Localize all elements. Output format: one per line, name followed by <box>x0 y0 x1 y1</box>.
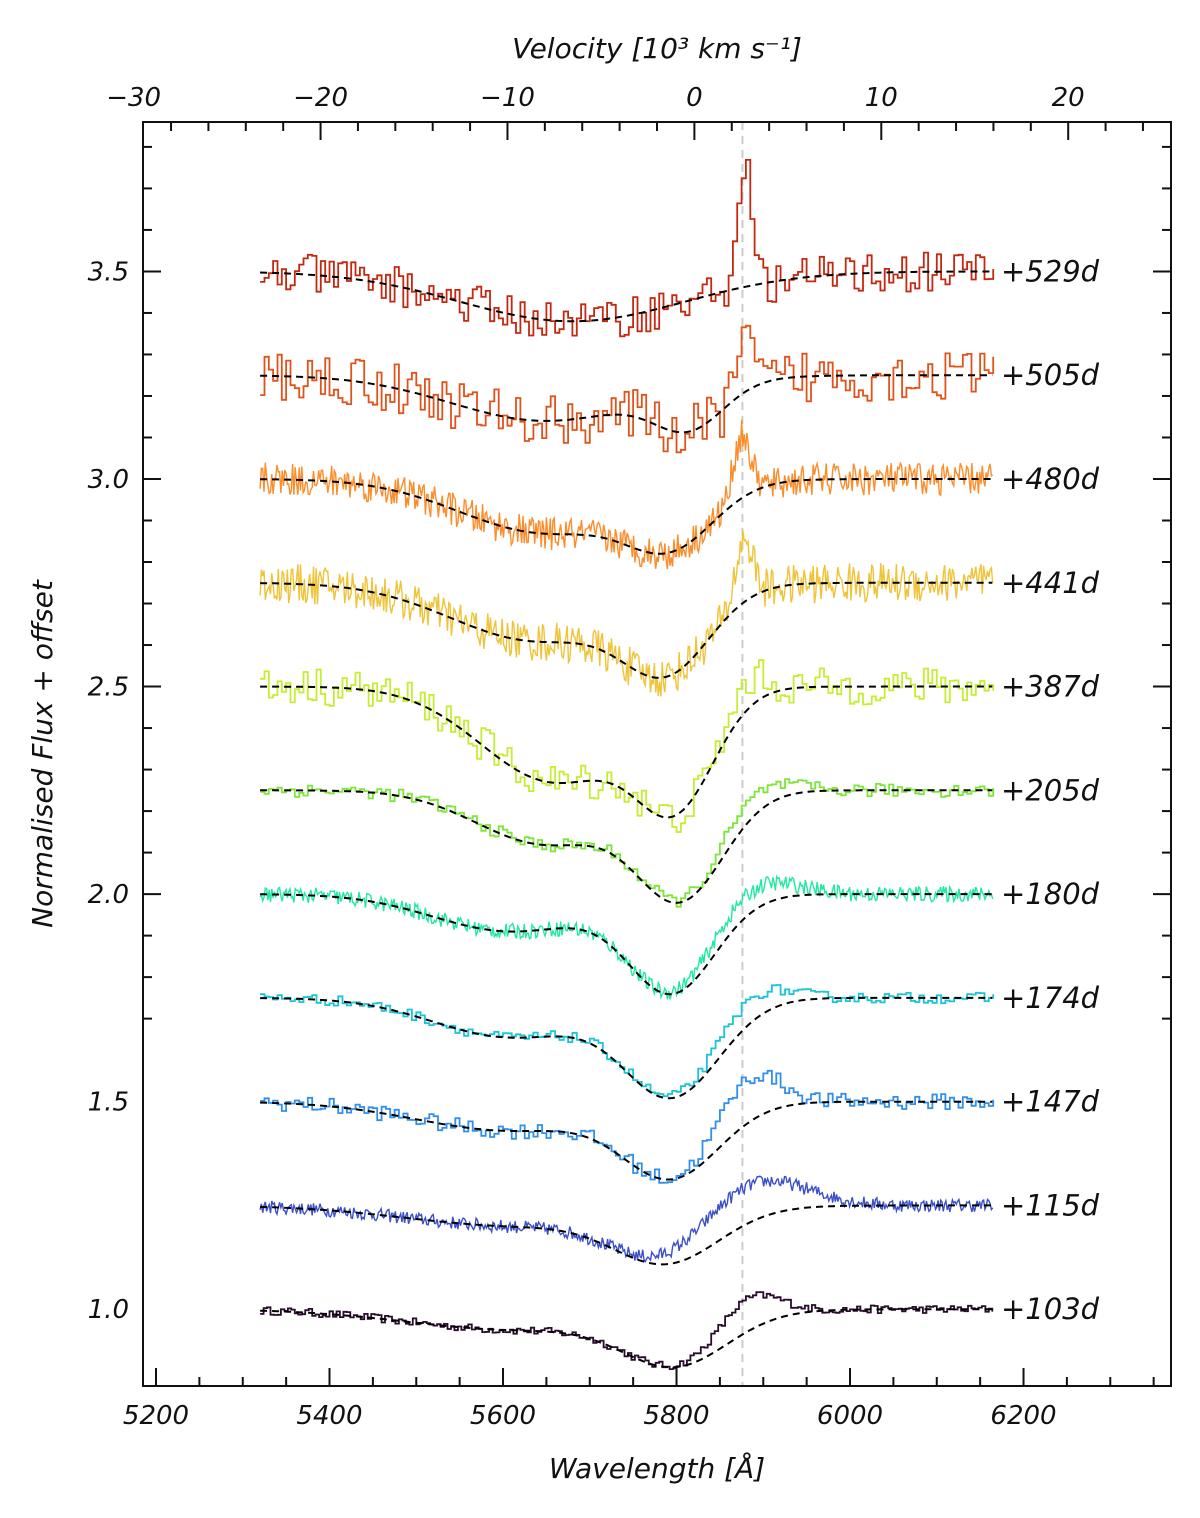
fit-+529d <box>260 270 993 323</box>
fit-+480d <box>260 478 993 555</box>
x-tick-label: 5600 <box>470 1401 536 1431</box>
x-tick-label: 6200 <box>990 1401 1056 1431</box>
x-tick-label: 5200 <box>123 1401 189 1431</box>
epoch-label-+205d: +205d <box>1001 773 1100 807</box>
spectrum-+441d <box>259 530 994 697</box>
epoch-label-+387d: +387d <box>1001 670 1100 704</box>
epoch-label-+505d: +505d <box>1001 358 1100 392</box>
x-tick-label: 6000 <box>817 1401 883 1431</box>
epoch-labels: +103d +115d +147d +174d +180d +205d +387d +441d… <box>1001 254 1100 1326</box>
top-tick-label: 10 <box>865 83 898 113</box>
tick-labels: 5200 5400 5600 5800 6000 6200 −30 −20 −10 0 10 20 1.… <box>88 83 1085 1431</box>
top-tick-label: −10 <box>480 83 535 113</box>
fit-+441d <box>260 581 993 679</box>
top-tick-label: 0 <box>686 83 703 113</box>
fit-+505d <box>260 374 993 434</box>
spectrum-+174d <box>260 984 995 1098</box>
spectra-series <box>259 159 995 1370</box>
y-tick-label: 1.5 <box>88 1088 129 1118</box>
spectrum-+103d <box>260 1291 994 1370</box>
epoch-label-+147d: +147d <box>1001 1085 1100 1119</box>
y-tick-label: 3.0 <box>88 465 129 495</box>
x-axis-title: Wavelength [Å] <box>549 1451 765 1485</box>
y-tick-label: 1.0 <box>88 1295 129 1325</box>
x-tick-label: 5800 <box>643 1401 709 1431</box>
epoch-label-+480d: +480d <box>1001 462 1100 496</box>
epoch-label-+174d: +174d <box>1001 981 1100 1015</box>
y-tick-label: 2.5 <box>88 673 129 703</box>
x-tick-label: 5400 <box>296 1401 362 1431</box>
y-axis-title: Normalised Flux + offset <box>26 579 59 928</box>
fit-+147d <box>260 1100 993 1181</box>
epoch-label-+180d: +180d <box>1001 877 1100 911</box>
top-axis-title: Velocity [10³ km s⁻¹] <box>512 32 802 65</box>
y-tick-label: 3.5 <box>88 257 129 287</box>
spectrum-+505d <box>260 324 995 454</box>
epoch-label-+115d: +115d <box>1001 1188 1100 1222</box>
model-fit-curves <box>260 270 993 1369</box>
fit-+205d <box>260 789 993 904</box>
spectrum-+147d <box>260 1069 995 1184</box>
fit-+180d <box>260 893 993 996</box>
spectrum-+180d <box>259 874 994 1000</box>
y-tick-label: 2.0 <box>88 880 129 910</box>
epoch-label-+441d: +441d <box>1001 566 1100 600</box>
tick-marks <box>143 122 1171 1386</box>
spectrum-+205d <box>260 778 995 908</box>
top-tick-label: 20 <box>1052 83 1085 113</box>
fit-+174d <box>260 996 993 1100</box>
epoch-label-+529d: +529d <box>1001 254 1100 288</box>
fit-+103d <box>260 1308 993 1369</box>
fit-+115d <box>260 1204 993 1266</box>
spectrum-+115d <box>259 1175 994 1263</box>
spectrum-+387d <box>260 659 995 833</box>
top-tick-label: −30 <box>106 83 161 113</box>
spectrum-+529d <box>260 159 995 338</box>
top-tick-label: −20 <box>293 83 348 113</box>
epoch-label-+103d: +103d <box>1001 1292 1100 1326</box>
plot-frame <box>142 121 1172 1387</box>
spectrum-+480d <box>259 419 994 570</box>
fit-+387d <box>260 685 993 819</box>
